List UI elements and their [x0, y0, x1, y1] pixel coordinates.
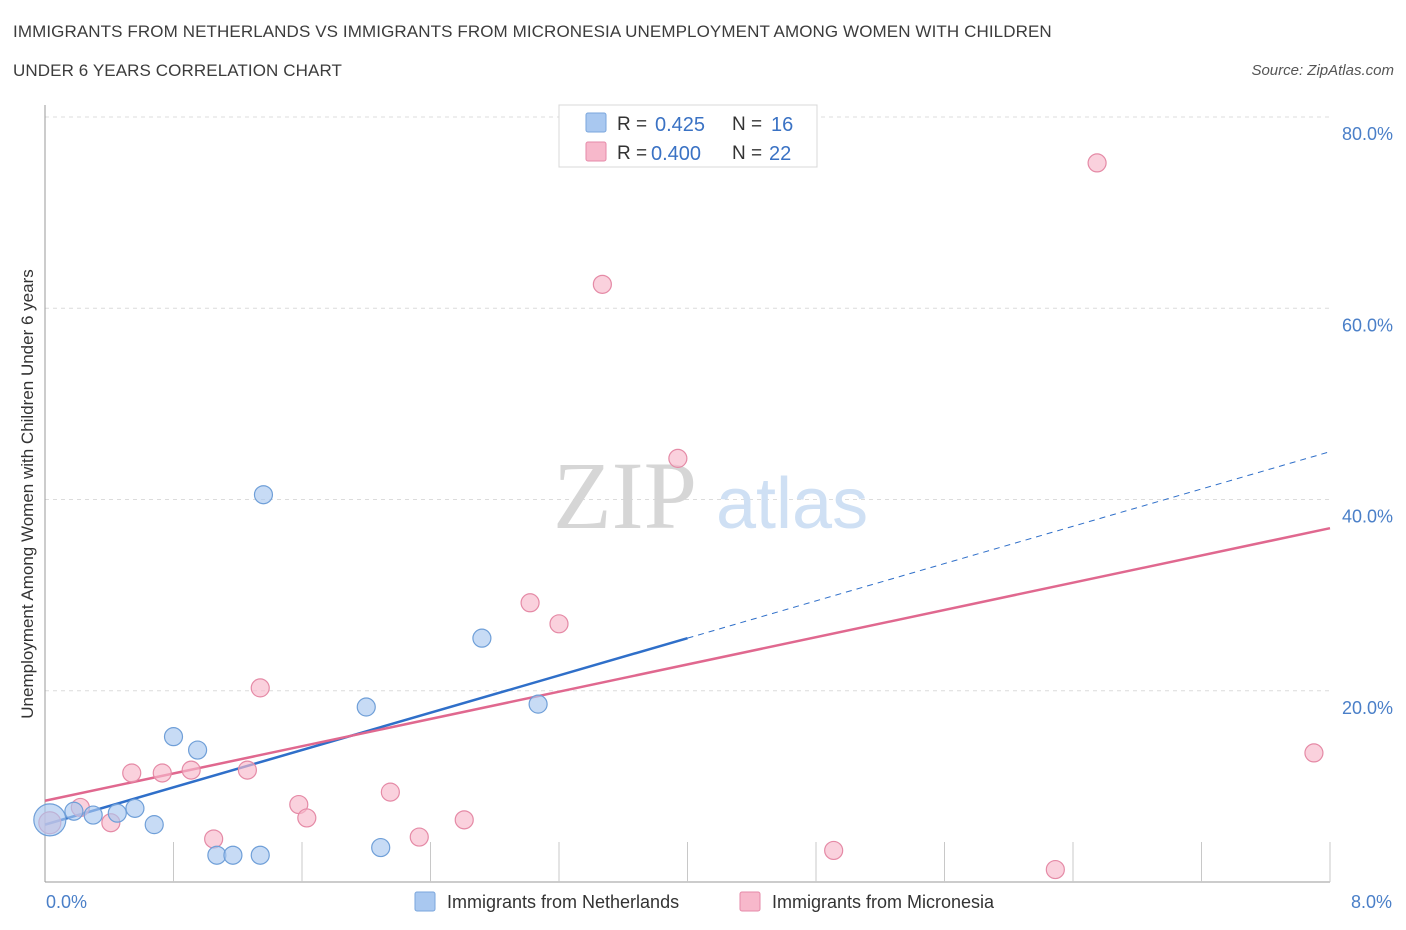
data-point-series-0-11 — [253, 485, 274, 505]
series-legend-swatch-netherlands — [414, 891, 436, 912]
chart-title-line-1: IMMIGRANTS FROM NETHERLANDS VS IMMIGRANT… — [13, 22, 1052, 41]
data-point-series-1-6 — [204, 829, 224, 849]
data-point-series-0-6 — [163, 727, 184, 747]
x-tick-marks — [173, 842, 1331, 882]
data-point-series-1-12 — [409, 827, 429, 847]
trend-lines — [44, 451, 1331, 826]
source-label: Source: ZipAtlas.com — [1251, 62, 1394, 79]
legend-r-label-1: R = — [617, 114, 647, 135]
data-point-series-0-2 — [83, 805, 103, 825]
y-axis-title: Unemployment Among Women with Children U… — [18, 269, 37, 718]
data-point-series-0-4 — [125, 798, 145, 818]
data-point-series-0-15 — [528, 694, 548, 714]
data-point-series-1-14 — [520, 593, 540, 613]
y-tick-labels: 20.0% 40.0% 60.0% 80.0% — [1342, 124, 1393, 718]
data-point-series-0-1 — [64, 801, 84, 821]
chart-title-line-2: UNDER 6 YEARS CORRELATION CHART — [13, 61, 342, 80]
data-point-series-0-0 — [33, 803, 67, 837]
data-point-series-1-20 — [1087, 153, 1107, 173]
y-tick-label-20: 20.0% — [1342, 698, 1393, 718]
data-point-series-0-9 — [223, 845, 243, 865]
data-point-series-1-15 — [549, 614, 569, 634]
series-legend: Immigrants from Netherlands Immigrants f… — [414, 891, 995, 912]
legend-n-value-1: 16 — [771, 114, 793, 136]
legend-r-value-2: 0.400 — [651, 143, 701, 165]
legend-r-value-1: 0.425 — [655, 114, 705, 136]
x-tick-label-max: 8.0% — [1351, 892, 1392, 912]
data-point-series-0-10 — [250, 845, 270, 865]
x-tick-label-min: 0.0% — [46, 892, 87, 912]
data-point-series-1-13 — [454, 810, 474, 830]
y-tick-label-60: 60.0% — [1342, 315, 1393, 335]
data-point-series-0-7 — [187, 740, 208, 760]
legend-n-value-2: 22 — [769, 143, 791, 165]
data-point-series-0-3 — [107, 803, 127, 823]
data-point-series-1-21 — [1304, 743, 1324, 763]
y-tick-label-40: 40.0% — [1342, 507, 1393, 527]
correlation-legend: R = 0.425 N = 16 R = 0.400 N = 22 — [558, 104, 818, 168]
data-point-series-1-19 — [1045, 859, 1065, 880]
data-point-series-1-11 — [380, 782, 400, 802]
data-point-series-1-8 — [250, 678, 270, 698]
data-point-series-1-5 — [181, 760, 201, 780]
watermark: ZIP atlas — [553, 442, 868, 549]
data-point-series-0-8 — [207, 845, 227, 865]
data-points — [33, 153, 1324, 880]
data-point-series-0-14 — [472, 628, 492, 648]
data-point-series-0-5 — [144, 815, 164, 835]
legend-r-label-2: R = — [617, 143, 647, 164]
data-point-series-0-12 — [356, 697, 376, 717]
series-legend-label-micronesia: Immigrants from Micronesia — [772, 892, 995, 912]
data-point-series-1-18 — [824, 840, 844, 861]
data-point-series-1-16 — [592, 274, 612, 294]
data-point-series-0-13 — [371, 837, 391, 858]
grid-lines — [45, 116, 1330, 692]
data-point-series-1-7 — [237, 760, 257, 780]
legend-swatch-netherlands — [585, 112, 607, 133]
watermark-atlas: atlas — [716, 464, 868, 544]
series-legend-swatch-micronesia — [739, 891, 761, 912]
legend-n-label-2: N = — [732, 143, 762, 164]
legend-swatch-micronesia — [585, 141, 607, 162]
series-legend-label-netherlands: Immigrants from Netherlands — [447, 892, 679, 912]
y-tick-label-80: 80.0% — [1342, 124, 1393, 144]
data-point-series-1-17 — [668, 448, 688, 468]
trend-line-extension-series-0 — [687, 451, 1331, 639]
data-point-series-1-3 — [122, 763, 142, 783]
legend-n-label-1: N = — [732, 114, 762, 135]
data-point-series-1-4 — [152, 763, 172, 783]
trend-line-series-1 — [44, 526, 1331, 802]
data-point-series-1-10 — [297, 808, 317, 828]
